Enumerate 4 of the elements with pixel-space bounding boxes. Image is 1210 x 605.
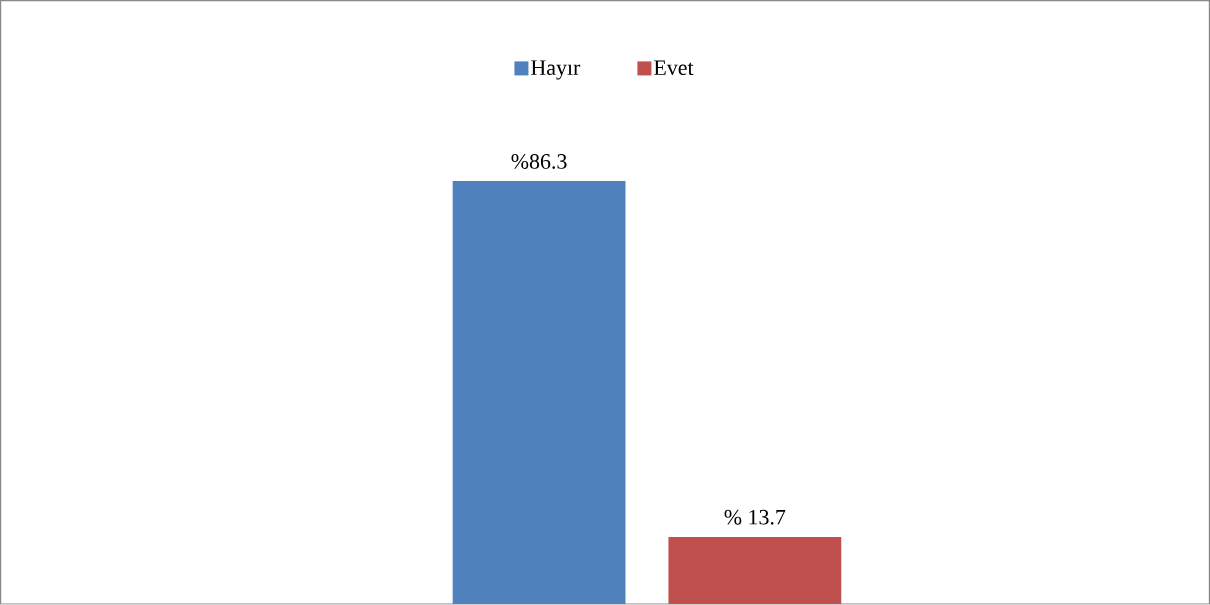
data-label: % 13.7: [724, 509, 786, 525]
legend-label: Hayır: [531, 60, 581, 80]
legend-label: Evet: [654, 60, 694, 76]
data-label: %86.3: [511, 154, 567, 170]
